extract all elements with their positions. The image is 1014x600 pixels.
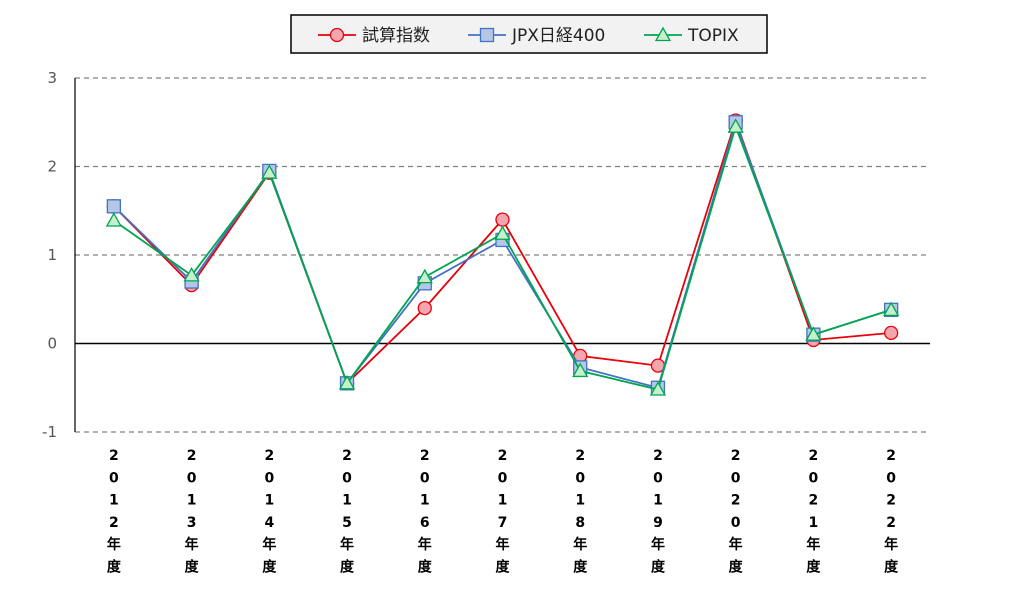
x-tick-label: 2 0 1 4 年度 <box>262 448 277 576</box>
y-tick-label: 0 <box>47 335 57 353</box>
data-point <box>417 300 432 316</box>
x-tick-label: 2 0 1 3 年度 <box>185 448 200 576</box>
x-tick-label: 2 0 1 7 年度 <box>496 448 511 576</box>
y-tick-label: 3 <box>47 69 57 87</box>
data-point <box>649 381 667 396</box>
x-tick-label: 2 0 2 1 年度 <box>806 448 821 576</box>
y-tick-label: 2 <box>47 158 57 176</box>
data-point <box>883 325 899 341</box>
data-point <box>183 267 200 282</box>
legend-label: TOPIX <box>687 26 739 46</box>
legend: 試算指数 JPX日経400 TOPIX <box>290 14 768 54</box>
x-tick-label: 2 0 1 5 年度 <box>340 448 355 576</box>
x-tick-label: 2 0 2 0 年度 <box>729 448 744 576</box>
data-point <box>338 374 356 390</box>
series-lines <box>105 113 900 396</box>
data-point <box>105 212 122 227</box>
legend-label: JPX日経400 <box>511 26 605 46</box>
axes: 3 2 1 0 -1 2 0 1 2 年度 2 0 1 3 年度 2 0 1 4 年度 2 0 1 5 年度 2 0 1 6 年度 2 0 1 7… <box>42 69 930 576</box>
series-circle <box>106 113 899 391</box>
x-tick-label: 2 0 1 2 年度 <box>107 448 122 576</box>
data-point <box>106 199 122 214</box>
x-tick-label: 2 0 1 9 年度 <box>651 448 666 576</box>
series-triangle <box>105 118 900 396</box>
x-tick-label: 2 0 2 2 年度 <box>884 448 899 576</box>
data-point <box>572 362 589 378</box>
data-point <box>654 26 672 42</box>
legend-item: JPX日経400 <box>468 26 605 46</box>
legend-item: 試算指数 <box>318 26 430 46</box>
data-point <box>727 118 744 133</box>
x-tick-label: 2 0 1 6 年度 <box>418 448 433 576</box>
legend-label: 試算指数 <box>362 26 430 46</box>
data-point <box>495 212 510 227</box>
legend-item: TOPIX <box>644 26 739 46</box>
legend-box <box>290 14 768 54</box>
data-point <box>329 27 345 43</box>
y-tick-label: 1 <box>47 246 57 264</box>
data-point <box>805 326 822 341</box>
data-point <box>261 164 278 179</box>
y-tick-label: -1 <box>42 423 57 441</box>
x-tick-label: 2 0 1 8 年度 <box>573 448 588 576</box>
data-point <box>494 225 511 240</box>
data-point <box>883 301 900 317</box>
grid-lines <box>75 77 930 433</box>
data-point <box>416 268 433 284</box>
data-point <box>479 27 495 43</box>
